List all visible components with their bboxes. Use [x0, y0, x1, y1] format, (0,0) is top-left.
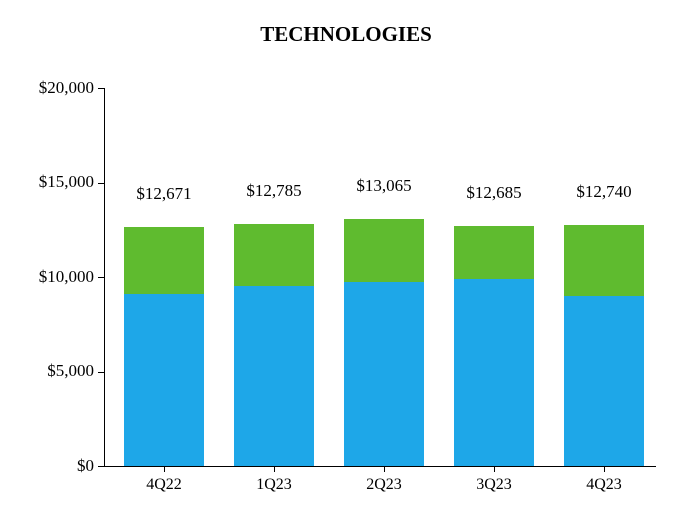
y-tick-mark — [98, 183, 104, 184]
bar-total-label: $12,671 — [109, 184, 219, 204]
chart-container: TECHNOLOGIES $0 $5,000 $10,000 $15,000 $20,00… — [0, 0, 692, 532]
bar-total-label: $12,740 — [549, 182, 659, 202]
bar-segment-bottom — [344, 282, 424, 466]
x-tick-mark — [494, 466, 495, 472]
bar-segment-bottom — [564, 296, 644, 466]
x-tick-mark — [164, 466, 165, 472]
bar-total-label: $13,065 — [329, 176, 439, 196]
bar-total-label: $12,785 — [219, 181, 329, 201]
bar-segment-bottom — [454, 279, 534, 466]
x-tick-mark — [604, 466, 605, 472]
x-tick-mark — [384, 466, 385, 472]
y-tick-mark — [98, 466, 104, 467]
y-tick-mark — [98, 277, 104, 278]
x-axis — [104, 466, 656, 467]
bar-segment-top — [564, 225, 644, 296]
x-tick-label: 4Q22 — [114, 476, 214, 494]
y-axis — [104, 88, 105, 466]
bar-segment-bottom — [234, 286, 314, 466]
bar-4Q22 — [124, 227, 204, 466]
bar-1Q23 — [234, 224, 314, 466]
x-tick-label: 1Q23 — [224, 476, 324, 494]
bar-segment-top — [454, 226, 534, 279]
x-tick-label: 3Q23 — [444, 476, 544, 494]
bar-segment-top — [124, 227, 204, 294]
y-tick-label: $10,000 — [14, 267, 94, 287]
bar-segment-bottom — [124, 294, 204, 466]
y-tick-mark — [98, 372, 104, 373]
x-tick-mark — [274, 466, 275, 472]
x-tick-label: 2Q23 — [334, 476, 434, 494]
bar-segment-top — [344, 219, 424, 282]
bar-4Q23 — [564, 225, 644, 466]
bar-3Q23 — [454, 226, 534, 466]
bar-segment-top — [234, 224, 314, 285]
y-tick-mark — [98, 88, 104, 89]
bar-total-label: $12,685 — [439, 183, 549, 203]
y-tick-label: $20,000 — [14, 78, 94, 98]
y-tick-label: $15,000 — [14, 172, 94, 192]
bar-2Q23 — [344, 219, 424, 466]
chart-title: TECHNOLOGIES — [0, 22, 692, 47]
x-tick-label: 4Q23 — [554, 476, 654, 494]
y-tick-label: $5,000 — [14, 361, 94, 381]
y-tick-label: $0 — [14, 456, 94, 476]
